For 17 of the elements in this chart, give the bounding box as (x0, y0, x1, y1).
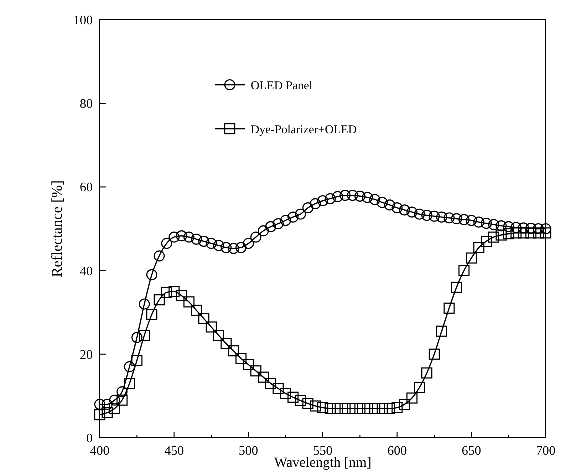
x-tick-label: 450 (164, 443, 184, 458)
y-tick-label: 100 (74, 12, 93, 28)
y-tick-label: 20 (80, 346, 93, 362)
legend-label: Dye-Polarizer+OLED (251, 122, 358, 136)
x-tick-label: 700 (536, 443, 556, 458)
y-tick-label: 60 (80, 180, 93, 195)
x-tick-label: 550 (313, 443, 333, 458)
x-axis-title: Wavelength [nm] (274, 456, 372, 471)
legend-label: OLED Panel (251, 78, 314, 92)
y-tick-label: 0 (86, 430, 93, 446)
y-axis-title: Reflectance [%] (50, 180, 66, 278)
x-tick-label: 600 (388, 443, 408, 458)
x-tick-label: 650 (462, 443, 482, 458)
y-tick-label: 40 (80, 263, 93, 278)
x-tick-label: 400 (90, 443, 110, 458)
x-tick-label: 500 (238, 443, 258, 458)
y-tick-label: 80 (80, 96, 93, 112)
